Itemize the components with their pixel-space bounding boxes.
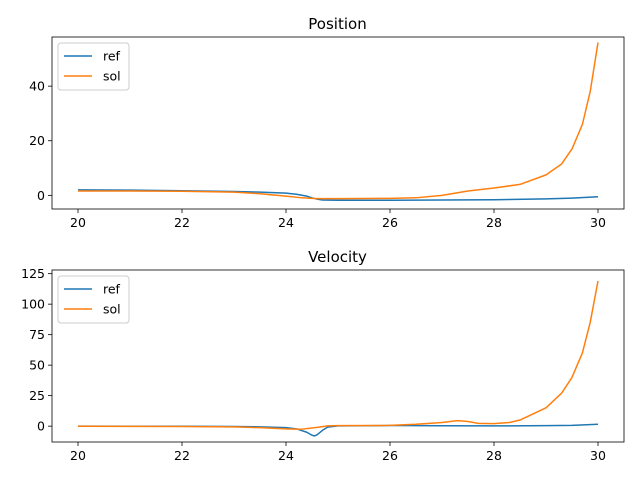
position-series-sol-line	[78, 42, 599, 200]
velocity-x-tick-label: 26	[382, 448, 398, 463]
velocity-x-tick-label: 28	[486, 448, 502, 463]
position-subplot: Position 20 22 24 26 28 30 0 20 40 ref sol	[29, 15, 625, 230]
velocity-legend: ref sol	[57, 275, 130, 324]
velocity-y-tick-label: 50	[29, 358, 45, 373]
position-axes-frame	[51, 36, 625, 210]
velocity-lines	[77, 280, 599, 437]
position-x-ticks: 20 22 24 26 28 30	[70, 209, 606, 230]
velocity-title: Velocity	[308, 248, 367, 266]
velocity-x-tick-label: 30	[590, 448, 606, 463]
velocity-y-tick-label: 0	[37, 419, 45, 434]
position-x-tick-label: 30	[590, 215, 606, 230]
velocity-axes-frame	[51, 269, 625, 443]
velocity-x-tick-label: 22	[174, 448, 190, 463]
position-legend-sol-label: sol	[103, 69, 121, 84]
velocity-y-tick-label: 125	[21, 266, 45, 281]
velocity-legend-box	[57, 275, 130, 324]
position-y-ticks: 0 20 40	[29, 79, 52, 203]
velocity-y-ticks: 0 25 50 75 100 125	[21, 266, 52, 434]
position-y-tick-label: 40	[29, 79, 45, 94]
position-y-tick-label: 20	[29, 133, 45, 148]
position-x-tick-label: 22	[174, 215, 190, 230]
velocity-x-tick-label: 24	[278, 448, 294, 463]
position-legend: ref sol	[57, 42, 130, 91]
velocity-subplot: Velocity 20 22 24 26 28 30 0 25 50 75 100 125 ref …	[21, 248, 625, 463]
velocity-legend-ref-label: ref	[103, 282, 121, 297]
velocity-series-sol-line	[77, 280, 599, 430]
position-legend-ref-label: ref	[103, 49, 121, 64]
position-x-tick-label: 24	[278, 215, 294, 230]
velocity-y-tick-label: 75	[29, 327, 45, 342]
position-x-tick-label: 26	[382, 215, 398, 230]
velocity-y-tick-label: 100	[21, 297, 45, 312]
position-x-tick-label: 28	[486, 215, 502, 230]
position-legend-box	[57, 42, 130, 91]
position-x-tick-label: 20	[70, 215, 86, 230]
position-y-tick-label: 0	[37, 188, 45, 203]
velocity-x-tick-label: 20	[70, 448, 86, 463]
velocity-legend-sol-label: sol	[103, 302, 121, 317]
velocity-y-tick-label: 25	[29, 388, 45, 403]
position-lines	[77, 42, 599, 202]
velocity-x-ticks: 20 22 24 26 28 30	[70, 442, 606, 463]
position-title: Position	[308, 15, 366, 33]
